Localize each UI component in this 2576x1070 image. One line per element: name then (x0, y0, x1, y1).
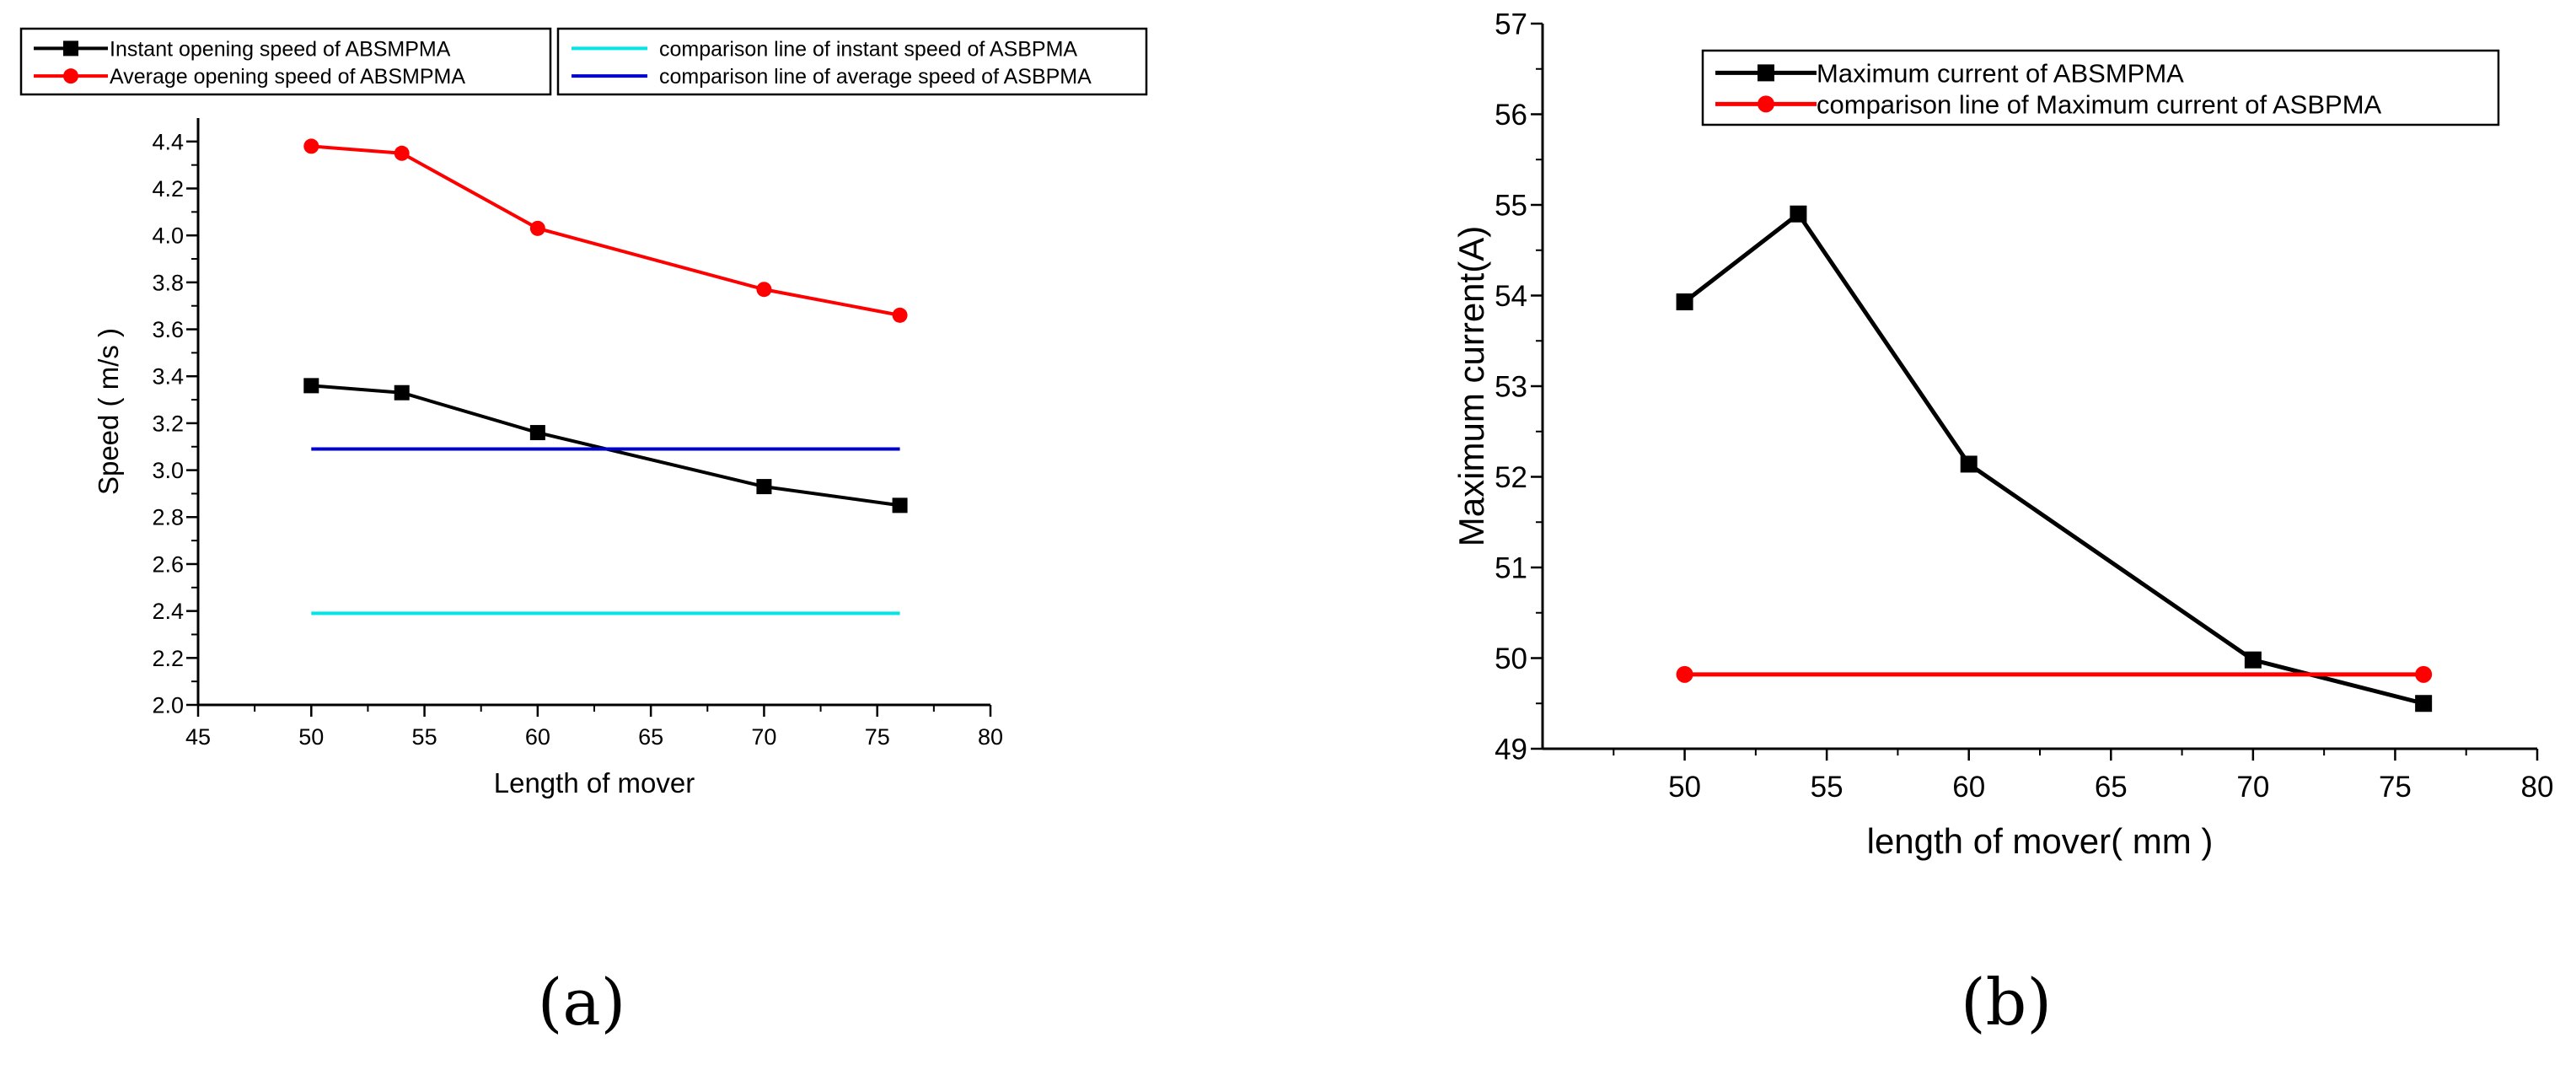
series-line (1683, 212, 2424, 706)
y-tick-label: 50 (1495, 643, 1527, 675)
x-tick-label: 50 (1668, 771, 1701, 804)
legend-box (556, 27, 1148, 96)
legend-swatch-marker (63, 68, 78, 84)
y-tick-label: 53 (1495, 370, 1527, 403)
y-tick-label: 2.8 (152, 505, 184, 530)
legend: comparison line of instant speed of ASBP… (556, 27, 1148, 96)
legend-label: Average opening speed of ABSMPMA (110, 65, 465, 89)
data-point (756, 479, 772, 495)
legend-swatch-marker (1758, 95, 1774, 113)
legend-label: Maximum current of ABSMPMA (1817, 59, 2184, 89)
y-tick-label: 2.2 (152, 646, 184, 671)
legend-swatch-marker (63, 40, 78, 56)
y-tick-label: 2.6 (152, 551, 184, 577)
legend-box (1701, 49, 2500, 126)
data-point (2244, 651, 2262, 669)
series-1 (1676, 665, 2433, 683)
data-point (303, 378, 319, 394)
y-tick-label: 57 (1495, 8, 1527, 40)
data-point (892, 307, 908, 323)
data-point (892, 497, 908, 513)
legend-label: comparison line of average speed of ASBP… (659, 65, 1092, 89)
x-tick-label: 65 (638, 724, 663, 750)
series-line (311, 384, 900, 508)
y-tick-label: 55 (1495, 189, 1527, 222)
panel-label: (a) (538, 965, 626, 1040)
legend-label: Instant opening speed of ABSMPMA (110, 37, 451, 61)
series-0 (303, 378, 908, 513)
y-tick-label: 3.2 (152, 411, 184, 436)
x-tick-label: 55 (412, 724, 437, 750)
legend-label: comparison line of Maximum current of AS… (1817, 90, 2382, 120)
series-line (311, 144, 900, 317)
y-tick-label: 56 (1495, 99, 1527, 132)
y-tick-label: 3.0 (152, 458, 184, 483)
x-tick-label: 60 (1952, 771, 1985, 804)
data-point (1960, 455, 1978, 473)
x-tick-label: 65 (2095, 771, 2128, 804)
x-tick-label: 55 (1811, 771, 1843, 804)
data-point (394, 145, 410, 161)
y-tick-label: 49 (1495, 733, 1527, 766)
legend-label: comparison line of instant speed of ASBP… (659, 37, 1077, 61)
x-tick-label: 80 (2521, 771, 2554, 804)
data-point (394, 384, 410, 401)
y-tick-label: 3.8 (152, 270, 184, 295)
y-tick-label: 3.6 (152, 317, 184, 342)
chart-panel-a: 45 50 55 60 65 70 75 80 2.0 2.2 2.4 2.6 2.8 3.0 3.2 3.4… (19, 27, 1148, 1040)
y-tick-label: 4.0 (152, 223, 184, 249)
data-point (2415, 665, 2433, 683)
legend: Instant opening speed of ABSMPMA Average … (19, 27, 552, 96)
data-point (529, 425, 545, 441)
y-tick-label: 2.4 (152, 599, 184, 624)
y-tick-label: 52 (1495, 461, 1527, 494)
x-tick-label: 75 (2379, 771, 2412, 804)
series-0 (1676, 205, 2433, 712)
data-point (529, 220, 545, 236)
x-tick-label: 70 (751, 724, 776, 750)
data-point (1790, 205, 1807, 223)
x-axis-label: Length of mover (494, 767, 695, 798)
data-point (303, 138, 319, 154)
series-1 (303, 138, 908, 323)
y-axis-label: Maximum current(A) (1452, 226, 1491, 546)
data-point (1676, 293, 1693, 311)
y-tick-label: 4.4 (152, 129, 184, 154)
y-axis-label: Speed ( m/s ) (93, 328, 124, 495)
panel-label: (b) (1961, 965, 2052, 1040)
x-tick-label: 60 (525, 724, 550, 750)
x-tick-label: 80 (978, 724, 1003, 750)
x-axis-label: length of mover( mm ) (1867, 821, 2214, 861)
y-tick-label: 4.2 (152, 176, 184, 202)
y-tick-label: 54 (1495, 280, 1527, 313)
data-point (756, 282, 772, 298)
data-point (2415, 695, 2433, 712)
chart-panel-b: 50 55 60 65 70 75 80 49 50 51 52 53 54 55 56 57 length o… (1452, 8, 2553, 1040)
legend-swatch-marker (1758, 64, 1774, 82)
legend-box (19, 27, 552, 96)
x-tick-label: 75 (865, 724, 890, 750)
x-tick-label: 45 (185, 724, 211, 750)
y-tick-label: 3.4 (152, 364, 184, 390)
data-point (1676, 665, 1693, 683)
y-tick-label: 51 (1495, 551, 1527, 584)
y-tick-label: 2.0 (152, 692, 184, 718)
x-tick-label: 70 (2236, 771, 2269, 804)
x-tick-label: 50 (298, 724, 324, 750)
